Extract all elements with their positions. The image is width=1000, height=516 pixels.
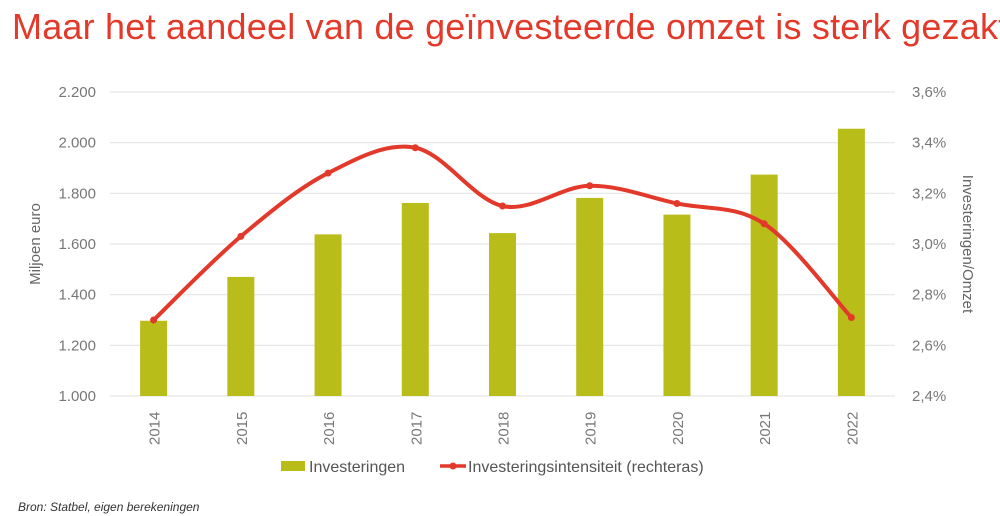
y2-tick-label: 2,6%	[912, 337, 946, 354]
chart-title: Maar het aandeel van de geïnvesteerde om…	[12, 6, 1000, 47]
source-note: Bron: Statbel, eigen berekeningen	[18, 500, 200, 514]
bar-2021	[750, 174, 778, 396]
y-tick-label: 1.400	[58, 287, 96, 304]
bar-2022	[837, 128, 865, 396]
y-tick-label: 2.000	[58, 135, 96, 152]
x-tick-label: 2017	[408, 412, 425, 445]
y2-tick-label: 3,4%	[912, 135, 946, 152]
line-point-2022	[847, 313, 855, 321]
y2-tick-label: 2,4%	[912, 388, 946, 405]
y-tick-label: 1.200	[58, 337, 96, 354]
x-tick-label: 2022	[844, 412, 861, 445]
bar-2016	[314, 234, 342, 396]
line-point-2015	[237, 232, 245, 240]
bar-2015	[227, 276, 255, 396]
legend-swatch-investeringen	[281, 461, 305, 471]
legend-label-intensiteit: Investeringsintensiteit (rechteras)	[468, 459, 704, 476]
bar-2018	[489, 233, 516, 396]
x-tick-label: 2016	[321, 412, 338, 445]
y-axis-label: Miljoen euro	[27, 203, 44, 285]
y2-axis-label: Investeringen/Omzet	[959, 175, 976, 314]
x-tick-label: 2020	[670, 412, 687, 445]
line-point-2014	[150, 316, 158, 324]
bar-2020	[663, 214, 691, 396]
x-tick-label: 2014	[147, 412, 164, 445]
y-tick-label: 1.000	[58, 388, 96, 405]
y2-tick-label: 2,8%	[912, 287, 946, 304]
line-point-2018	[499, 202, 506, 210]
x-tick-label: 2018	[496, 412, 513, 445]
y2-tick-label: 3,6%	[912, 84, 946, 101]
y2-tick-label: 3,2%	[912, 185, 946, 202]
line-point-2017	[411, 144, 419, 152]
legend-marker	[449, 462, 457, 470]
y2-tick-label: 3,0%	[912, 236, 946, 253]
x-tick-label: 2019	[583, 412, 600, 445]
y-tick-label: 2.200	[58, 84, 96, 101]
x-tick-label: 2015	[234, 412, 251, 445]
bar-2014	[140, 320, 168, 396]
line-point-2021	[760, 220, 768, 228]
legend-label-investeringen: Investeringen	[309, 459, 405, 476]
line-point-2020	[673, 199, 681, 207]
line-point-2019	[586, 182, 594, 190]
x-tick-label: 2021	[757, 412, 774, 445]
bar-2019	[576, 197, 604, 396]
y-tick-label: 1.600	[58, 236, 96, 253]
bar-2017	[401, 202, 429, 396]
y-tick-label: 1.800	[58, 185, 96, 202]
line-point-2016	[324, 169, 332, 177]
